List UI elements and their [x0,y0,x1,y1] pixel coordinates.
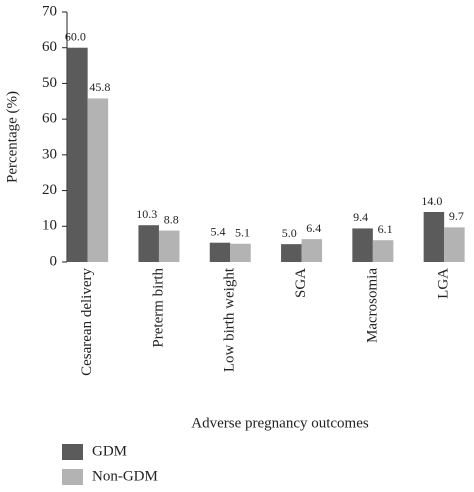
bar [281,244,302,262]
y-tick-label: 60 [42,111,57,127]
legend-swatch [62,469,83,485]
y-tick-label: 20 [42,182,57,198]
y-tick-label: 60 [42,39,57,55]
y-tick-label: 10 [42,218,57,234]
x-axis-title: Adverse pregnancy outcomes [191,415,369,431]
bar [444,227,465,262]
bar [301,239,323,262]
value-label: 6.4 [306,221,321,235]
value-label: 5.4 [211,224,226,238]
x-tick-label: Macrosomia [364,268,380,343]
x-tick-label: SGA [293,268,309,298]
value-label: 5.1 [235,226,250,240]
value-label: 45.8 [89,80,110,94]
y-tick-label: 50 [42,75,57,91]
bar [372,240,394,262]
bar [209,242,231,262]
x-tick-label: Cesarean delivery [79,268,95,376]
x-tick-label: LGA [436,268,452,299]
y-axis-title: Percentage (%) [4,91,20,183]
bar [138,225,159,262]
x-tick-label: Low birth weight [222,267,238,372]
bar [87,98,109,262]
legend-label: Non-GDM [92,468,158,484]
value-label: 9.7 [449,209,464,223]
value-label: 10.3 [136,207,157,221]
value-label: 60.0 [65,29,86,43]
y-tick-label: 30 [42,146,57,162]
value-label: 9.4 [353,210,368,224]
x-tick-label: Preterm birth [150,268,166,348]
bar [230,243,251,262]
legend-swatch [62,444,83,460]
value-label: 5.0 [282,226,297,240]
value-label: 8.8 [164,212,179,226]
y-tick-label: 0 [50,253,58,269]
bar [158,230,180,262]
bar [352,228,373,262]
value-label: 14.0 [421,194,442,208]
value-label: 6.1 [378,222,393,236]
legend-label: GDM [92,443,127,459]
bar [67,47,88,262]
y-tick-label: 70 [42,3,57,19]
bar [423,212,445,262]
